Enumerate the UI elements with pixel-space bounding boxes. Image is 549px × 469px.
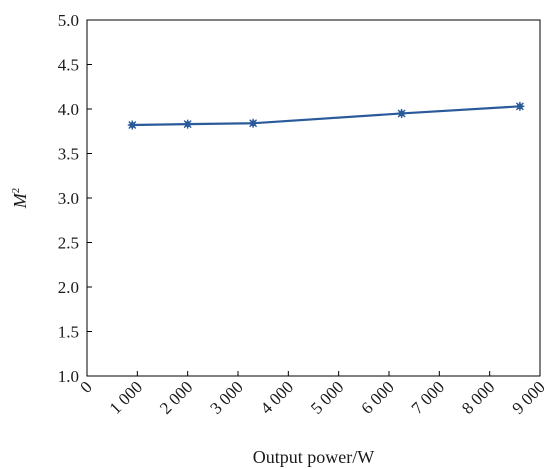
y-axis-title: M2 <box>10 188 30 210</box>
axes <box>86 19 541 377</box>
y-tick-label: 5.0 <box>58 11 79 30</box>
y-tick-label: 3.0 <box>58 189 79 208</box>
x-tick-label: 7 000 <box>408 377 448 417</box>
x-tick-label: 2 000 <box>156 377 196 417</box>
y-tick-label: 1.0 <box>58 367 79 386</box>
x-tick-label: 8 000 <box>458 377 498 417</box>
series-group <box>127 101 525 130</box>
x-tick-label: 3 000 <box>206 377 246 417</box>
y-tick-label: 1.5 <box>58 323 79 342</box>
y-tick-label: 4.0 <box>58 100 79 119</box>
y-tick-label: 2.5 <box>58 234 79 253</box>
y-axis-title-base: M <box>10 192 30 209</box>
x-tick-label: 4 000 <box>257 377 297 417</box>
data-point-marker <box>248 118 258 128</box>
data-point-marker <box>515 101 525 111</box>
x-tick-label: 1 000 <box>106 377 146 417</box>
y-axis-ticks: 1.0 1.5 2.0 2.5 3.0 3.5 4.0 4.5 5.0 <box>58 11 92 386</box>
x-tick-label: 5 000 <box>307 377 347 417</box>
y-tick-label: 4.5 <box>58 56 79 75</box>
x-tick-label: 0 <box>76 377 95 396</box>
data-point-marker <box>183 119 193 129</box>
y-tick-label: 2.0 <box>58 278 79 297</box>
data-point-marker <box>127 120 137 130</box>
plot-frame <box>86 19 541 377</box>
x-tick-label: 9 000 <box>508 377 548 417</box>
x-axis-ticks: 0 1 000 2 000 3 000 4 000 5 000 6 000 7 000 8 00… <box>76 371 549 418</box>
x-axis-title: Output power/W <box>253 447 374 467</box>
data-point-marker <box>397 108 407 118</box>
y-tick-label: 3.5 <box>58 145 79 164</box>
y-axis-title-superscript: 2 <box>10 188 22 194</box>
x-tick-label: 6 000 <box>357 377 397 417</box>
